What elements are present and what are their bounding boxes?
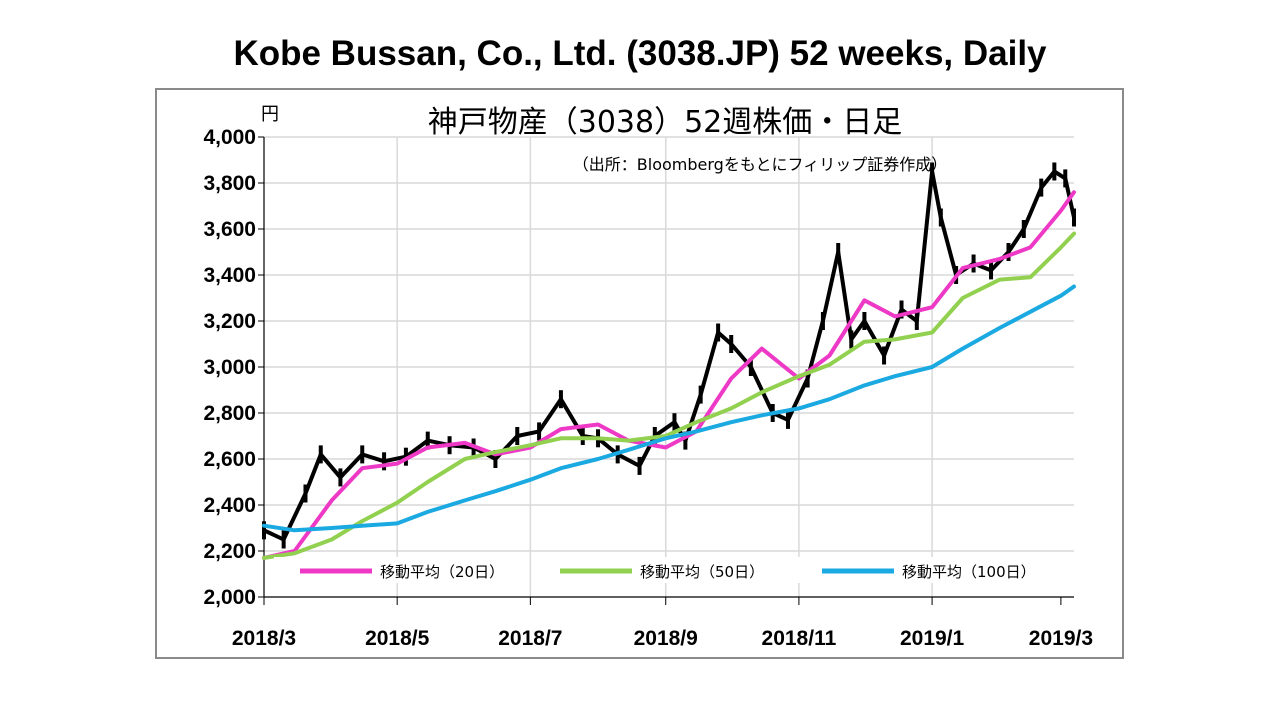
price-point [281,530,286,549]
legend-label: 移動平均（100日） [902,563,1036,581]
price-point [1039,178,1044,197]
ma20-series-line [262,190,1076,560]
chart-subtitle: （出所：Bloombergをもとにフィリップ証券作成） [573,155,947,174]
price-point [882,346,887,365]
price-point [318,445,323,464]
price-point [262,521,266,540]
price-point [515,427,520,445]
y-tick-label: 3,400 [203,264,256,287]
y-tick-label: 3,200 [203,310,256,333]
price-point [403,447,408,466]
y-tick-label: 3,000 [203,356,256,379]
data-series [262,162,1076,560]
legend-label: 移動平均（20日） [380,563,504,581]
y-tick-label: 2,000 [203,586,256,609]
price-point [1072,208,1076,227]
y-tick-label: 2,200 [203,540,256,563]
price-point [360,445,365,464]
chart-title: 神戸物産（3038）52週株価・日足 [428,105,903,140]
price-point [862,312,867,330]
price-point [716,323,721,342]
grid-lines [264,136,1074,597]
price-point [338,468,343,487]
price-point [836,243,841,261]
price-point [637,456,642,475]
price-point [849,330,854,349]
y-tick-label: 2,800 [203,402,256,425]
price-point [580,427,585,445]
ma50-series-line [262,231,1076,560]
x-tick-label: 2018/11 [762,627,837,650]
x-tick-label: 2019/1 [900,627,965,650]
price-point [938,208,943,227]
legend-label: 移動平均（50日） [640,563,764,581]
price-point [914,312,919,330]
price-point [672,413,677,432]
y-tick-label: 2,400 [203,494,256,517]
price-point [683,431,688,450]
y-tick-label: 3,600 [203,218,256,241]
price-point [729,335,734,353]
price-point [303,484,308,503]
price-point [382,452,387,471]
price-point [537,422,542,441]
page-title: Kobe Bussan, Co., Ltd. (3038.JP) 52 week… [233,34,1047,73]
price-point [558,390,563,409]
y-tick-label: 2,600 [203,448,256,471]
price-point [785,410,790,429]
ma100-series-line [262,284,1076,533]
x-tick-label: 2018/7 [498,627,562,650]
price-point [698,385,703,404]
price-point [899,300,904,319]
y-axis-unit-label: 円 [261,104,279,125]
price-point [1006,243,1011,261]
axis-labels: 2,000 2,200 2,400 2,600 2,800 3,000 3,200 3,400… [203,126,1093,650]
price-point [1063,169,1068,188]
x-tick-label: 2018/5 [365,627,430,650]
price-point [493,450,498,468]
price-point [1021,220,1026,238]
price-point [1052,162,1057,181]
x-tick-label: 2018/3 [232,627,296,650]
x-tick-label: 2018/9 [634,627,698,650]
price-point [748,358,753,376]
price-point [989,261,994,280]
y-tick-label: 3,800 [203,172,256,195]
x-tick-label: 2019/3 [1029,627,1093,650]
price-point [805,369,810,388]
y-tick-label: 4,000 [203,126,256,149]
price-point [930,162,935,181]
price-point [820,312,825,330]
axes [258,136,1074,605]
legend: 移動平均（20日） 移動平均（50日） 移動平均（100日） [274,557,1048,583]
price-point [425,431,430,450]
